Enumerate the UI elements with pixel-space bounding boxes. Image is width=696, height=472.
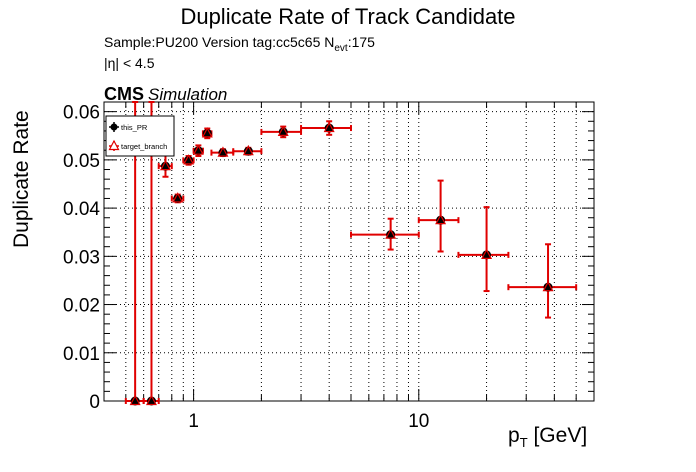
- target-branch-point: [435, 213, 447, 225]
- y-tick-label: 0: [89, 392, 100, 413]
- target-branch-point: [323, 121, 335, 133]
- this-pr-point: [130, 396, 140, 406]
- target-branch-point: [217, 146, 229, 157]
- cms-text: CMS: [104, 84, 144, 104]
- x-axis-label-unit: [GeV]: [527, 424, 588, 447]
- this-pr-point: [160, 161, 170, 171]
- target-branch-point: [159, 159, 171, 171]
- grid-lines: [104, 102, 594, 401]
- chart-title: Duplicate Rate of Track Candidate: [180, 4, 516, 29]
- this-pr-point: [184, 155, 194, 165]
- y-tick-label: 0.02: [63, 296, 100, 317]
- target-branch-point: [129, 394, 141, 406]
- sample-info: Sample:PU200 Version tag:cc5c65 Nevt:175: [104, 34, 375, 54]
- target-branch-point: [481, 248, 493, 259]
- x-tick-label: 10: [408, 411, 429, 432]
- x-tick-label: 1: [188, 411, 199, 432]
- eta-cut-label: |η| < 4.5: [104, 55, 155, 71]
- legend: this_PR target_branch: [105, 115, 175, 157]
- target-branch-point: [385, 228, 397, 239]
- target-branch-point: [277, 125, 289, 136]
- this-pr-point: [278, 127, 288, 137]
- x-axis-label-main: p: [508, 424, 520, 447]
- target-branch-point: [542, 280, 554, 292]
- legend-label-target-branch: target_branch: [121, 142, 167, 151]
- this-pr-point: [482, 250, 492, 260]
- plot-frame: [103, 101, 595, 402]
- legend-label-this-pr: this_PR: [121, 123, 148, 132]
- y-tick-label: 0.06: [63, 103, 100, 124]
- y-tick-label: 0.05: [63, 151, 100, 172]
- this-pr-point: [193, 146, 203, 156]
- target-branch-points: [129, 121, 554, 406]
- this-pr-point: [146, 396, 156, 406]
- this-pr-point: [543, 282, 553, 292]
- this-pr-point: [202, 128, 212, 138]
- target-branch-point: [242, 144, 254, 156]
- y-axis-ticks: 0 0.01 0.02 0.03 0.04 0.05 0.06: [63, 101, 594, 413]
- y-tick-label: 0.03: [63, 247, 100, 268]
- target-branch-point: [201, 127, 213, 138]
- simulation-text: Simulation: [148, 85, 228, 104]
- this-pr-point: [218, 148, 228, 158]
- this-pr-point: [436, 215, 446, 225]
- sample-info-sub: evt: [334, 42, 348, 54]
- target-branch-point: [145, 394, 157, 406]
- this-pr-points: [130, 123, 553, 406]
- y-tick-label: 0.01: [63, 344, 100, 365]
- sample-info-prefix: Sample:PU200 Version tag:cc5c65 N: [104, 34, 335, 50]
- target-branch-point: [192, 144, 204, 155]
- cms-label: CMS Simulation: [104, 84, 227, 105]
- y-tick-label: 0.04: [63, 199, 100, 220]
- this-pr-point: [386, 230, 396, 240]
- target-branch-point: [172, 192, 184, 203]
- x-axis-label: pT [GeV]: [508, 424, 587, 450]
- legend-marker-target-branch: [108, 139, 120, 151]
- this-pr-point: [173, 193, 183, 203]
- legend-marker-this-pr: [110, 123, 118, 131]
- x-axis-label-sub: T: [519, 435, 528, 451]
- this-pr-point: [324, 123, 334, 133]
- this-pr-point: [243, 146, 253, 156]
- target-branch-point: [183, 154, 195, 165]
- sample-info-suffix: :175: [347, 34, 375, 50]
